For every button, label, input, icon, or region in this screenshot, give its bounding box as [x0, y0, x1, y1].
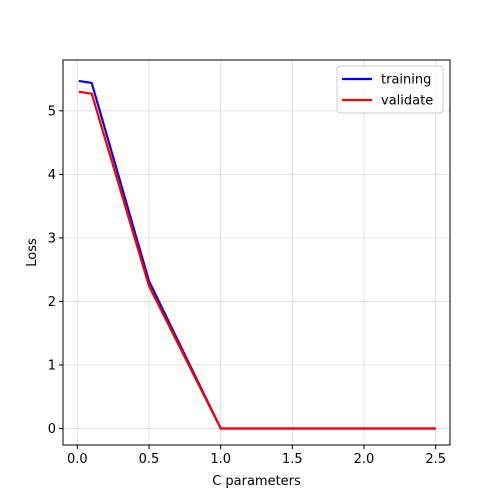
y-axis-label: Loss	[25, 238, 40, 267]
y-tick-label: 1	[48, 358, 56, 373]
ticks: 0.0 0.5 1.0 1.5 2.0 2.5 0 1 2 3 4 5	[48, 104, 446, 467]
x-tick-label: 0.5	[139, 452, 160, 467]
legend-box	[336, 65, 444, 114]
legend: training validate	[336, 65, 444, 114]
x-tick-label: 2.0	[354, 452, 375, 467]
y-tick-label: 5	[48, 104, 56, 119]
series-lines	[78, 79, 436, 430]
y-tick-label: 0	[48, 422, 56, 437]
y-tick-label: 3	[48, 231, 56, 246]
series-line-validate	[78, 90, 436, 430]
x-tick-label: 0.0	[67, 452, 88, 467]
x-tick-label: 2.5	[425, 452, 446, 467]
plot-frame	[62, 59, 451, 446]
y-tick-label: 2	[48, 295, 56, 310]
x-tick-label: 1.5	[282, 452, 303, 467]
y-tick-label: 4	[48, 168, 56, 183]
x-axis-label: C parameters	[212, 474, 301, 489]
legend-label-validate: validate	[381, 94, 433, 109]
grid	[63, 60, 450, 445]
x-tick-label: 1.0	[210, 452, 231, 467]
legend-label-training: training	[381, 73, 431, 88]
